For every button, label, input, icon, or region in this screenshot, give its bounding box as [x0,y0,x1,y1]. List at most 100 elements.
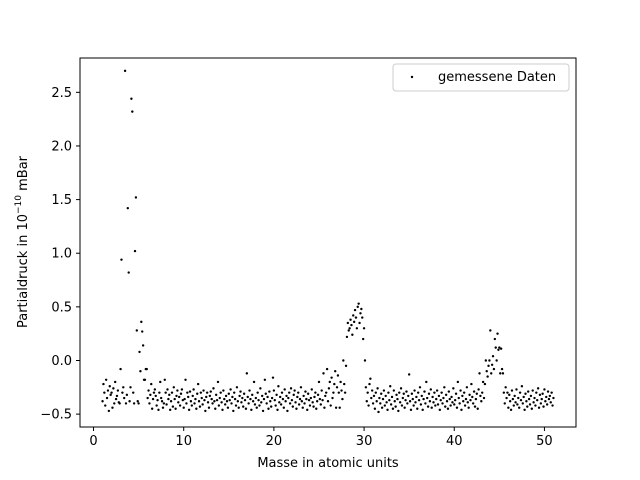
data-point [196,382,200,386]
y-tick-label: 1.5 [51,193,72,208]
data-point [518,391,522,394]
data-point [423,390,426,393]
data-point [308,404,312,407]
data-point [398,401,402,404]
data-point [130,97,133,100]
data-point [299,386,303,389]
data-point [237,406,240,409]
data-point [392,389,396,392]
data-point [214,393,218,397]
data-point [246,395,249,399]
data-point [413,389,416,392]
data-point [511,397,515,401]
data-point [331,396,334,400]
data-point [508,400,512,403]
data-point [231,395,234,399]
data-point [312,405,315,408]
data-point [265,402,268,405]
data-point [393,400,396,403]
data-point [166,388,169,391]
y-tick-label: 0.5 [51,300,72,315]
data-point [200,396,203,400]
data-point [466,401,469,404]
data-point [227,392,230,395]
data-point [112,387,115,390]
y-tick-label: 2.5 [51,86,72,101]
data-point [371,402,375,405]
data-point [406,402,409,405]
data-point [524,392,527,395]
data-point [222,389,225,392]
data-point [415,395,418,399]
data-point [462,391,466,394]
plot-frame [79,57,577,428]
data-point [475,392,478,395]
data-point [177,401,180,404]
data-point [341,397,344,401]
data-point [482,396,486,400]
data-point [505,396,508,400]
data-point [228,398,231,402]
data-point [385,401,388,404]
data-point [477,388,480,391]
data-point [376,387,379,390]
data-point [459,389,462,392]
data-point [288,402,292,405]
data-point [238,394,241,398]
data-point [107,409,111,413]
data-point [468,393,471,397]
data-point [148,402,151,405]
data-point [345,335,349,339]
data-point [492,367,496,371]
data-point [266,395,269,399]
data-point [137,402,140,405]
data-point [500,367,504,371]
data-point [445,400,449,403]
data-point [293,389,296,392]
data-point [296,395,299,399]
data-point [470,382,473,386]
data-point [435,389,439,392]
data-point [175,394,178,398]
data-point [309,396,313,400]
data-point [428,400,432,403]
data-point [533,396,536,400]
data-point [253,403,257,406]
data-point [292,393,295,397]
data-point [397,409,400,413]
data-point [425,380,428,384]
data-point [525,400,528,403]
data-point [519,398,523,402]
data-point [550,391,553,394]
data-point [224,394,228,398]
data-point [388,398,391,402]
data-point [306,392,310,395]
data-point [278,401,281,404]
data-point [199,391,203,394]
data-point [336,374,340,377]
data-point [429,388,433,391]
data-point [552,396,555,400]
data-point [176,389,179,392]
data-point [522,395,525,399]
data-point [285,394,288,398]
data-point [441,402,444,405]
data-point [483,382,487,386]
data-point [541,392,544,395]
data-point [311,401,314,404]
data-point [361,337,365,341]
data-point [465,386,469,389]
data-point [170,391,174,394]
data-point [270,396,274,400]
data-point [322,372,325,375]
data-point [517,396,520,400]
data-point [245,372,249,375]
data-point [536,387,540,390]
data-point [490,363,494,366]
data-point [412,404,415,407]
data-point [544,400,547,403]
data-point [143,378,147,381]
data-point [532,401,535,404]
data-point [380,406,384,409]
data-point [320,389,323,392]
